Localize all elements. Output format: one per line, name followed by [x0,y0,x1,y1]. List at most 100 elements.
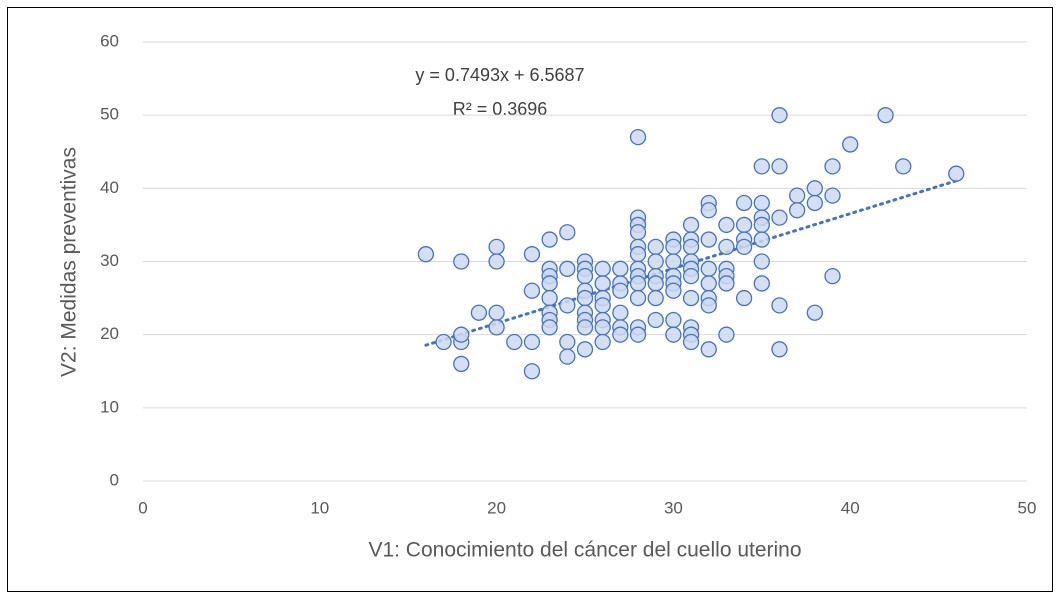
x-tick-label: 50 [1018,498,1037,517]
y-tick-label: 60 [100,31,119,50]
scatter-point [771,341,788,358]
scatter-point [735,289,753,307]
y-tick-label: 10 [100,397,119,416]
scatter-point [488,253,505,270]
scatter-point [523,246,541,263]
scatter-point [735,238,753,256]
scatter-point [629,326,647,343]
scatter-point [682,216,700,234]
scatter-point [718,238,735,256]
scatter-point [523,333,541,351]
scatter-point [488,304,505,321]
scatter-point [594,260,611,277]
scatter-point [735,216,753,234]
scatter-point [576,319,594,336]
scatter-point [771,209,788,226]
scatter-point [753,253,770,270]
scatter-point [594,275,611,292]
scatter-point [576,267,594,285]
scatter-point [948,165,965,182]
scatter-point [718,275,735,292]
y-tick-label: 50 [100,105,119,124]
scatter-point [541,275,558,292]
scatter-point [612,326,629,343]
scatter-point [594,319,611,336]
scatter-point [488,238,505,256]
scatter-point [824,267,841,285]
scatter-point [629,246,647,263]
scatter-point [559,260,576,277]
scatter-point [665,282,682,299]
scatter-point [700,297,717,314]
scatter-point [771,107,788,124]
x-tick-label: 40 [841,498,860,517]
scatter-point [789,202,806,219]
scatter-point [647,289,664,307]
scatter-point [612,304,629,321]
y-tick-label: 30 [100,251,119,270]
scatter-point [453,355,470,373]
scatter-point [753,275,770,292]
scatter-point [559,348,576,365]
scatter-point [771,158,788,175]
scatter-point [824,187,841,204]
scatter-point [559,224,576,241]
scatter-point [506,333,523,351]
scatter-point [470,304,488,321]
scatter-point [647,238,664,256]
scatter-point [806,304,823,321]
chart-border [7,7,1053,592]
scatter-point [453,326,470,343]
scatter-point [453,253,470,270]
scatter-point [682,267,700,285]
scatter-point [647,311,664,329]
y-tick-label: 40 [100,178,119,197]
scatter-point [877,107,894,124]
scatter-point [594,333,611,351]
scatter-point [682,333,700,351]
scatter-point [700,275,717,292]
scatter-point [700,231,717,248]
scatter-point [629,289,647,307]
scatter-point [647,275,664,292]
scatter-point [700,260,717,277]
scatter-point [665,253,682,270]
scatter-point [594,297,611,314]
scatter-point [665,311,682,329]
trendline-equation: y = 0.7493x + 6.5687 [415,65,584,85]
y-axis-title: V2: Medidas preventivas [58,147,81,377]
scatter-point [824,158,841,175]
scatter-point [753,158,770,175]
trendline-r-squared: R² = 0.3696 [453,99,548,119]
scatter-point [718,216,735,234]
scatter-point [612,260,629,277]
x-tick-label: 20 [487,498,506,517]
scatter-point [753,194,770,212]
scatter-point [559,297,576,314]
scatter-point [576,341,594,358]
scatter-point [612,282,629,299]
scatter-point [806,180,823,197]
scatter-point [541,319,558,336]
scatter-point [559,333,576,351]
scatter-point [682,238,700,256]
scatter-point [735,194,753,212]
scatter-point [576,289,594,307]
y-tick-label: 0 [110,470,119,489]
scatter-point [682,289,700,307]
scatter-point [700,202,717,219]
scatter-point [541,231,558,248]
scatter-point [417,246,435,263]
scatter-point [895,158,912,175]
scatter-point [488,319,505,336]
scatter-point [665,238,682,256]
scatter-point [629,128,647,146]
scatter-point [647,253,664,270]
scatter-point [700,341,717,358]
scatter-point [523,363,541,380]
y-tick-label: 20 [100,324,119,343]
scatter-point [629,275,647,292]
scatter-point [842,136,859,153]
scatter-point [789,187,806,204]
